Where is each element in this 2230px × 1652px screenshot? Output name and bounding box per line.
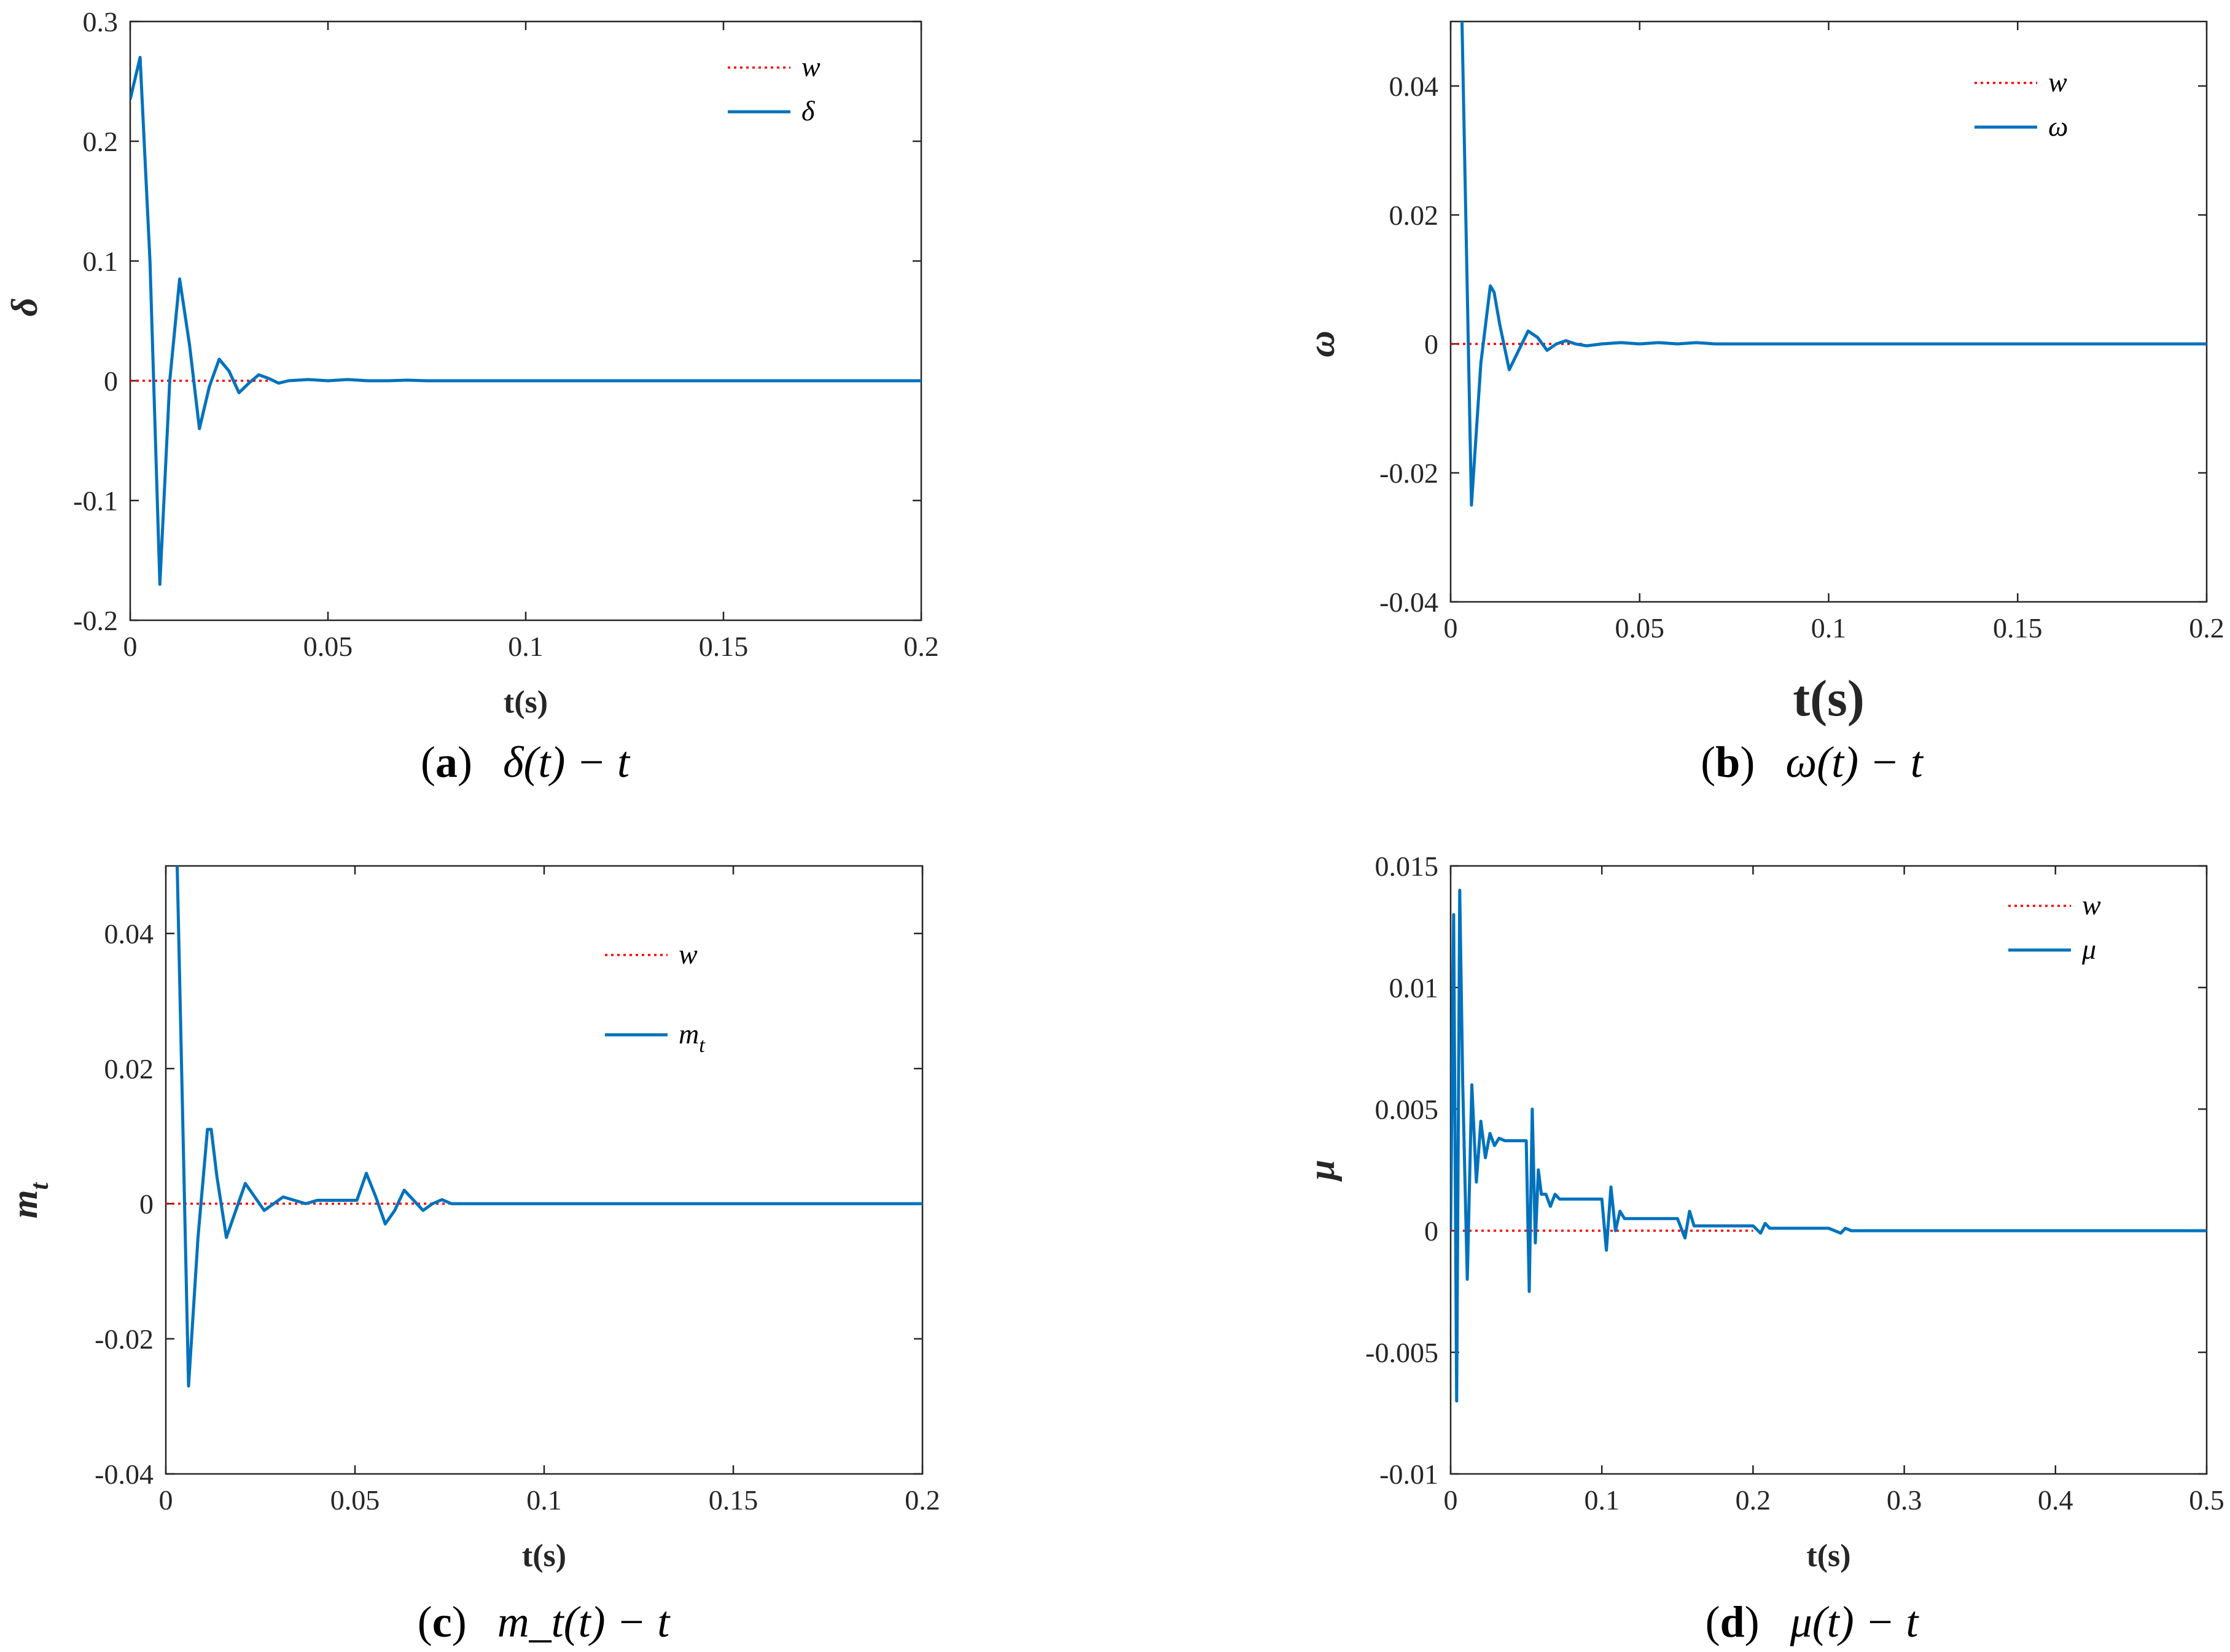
y-tick-label: 0 — [1424, 1215, 1438, 1247]
x-tick-label: 0.15 — [1993, 612, 2043, 644]
x-tick-label: 0.5 — [2189, 1484, 2224, 1516]
legend-label: w — [801, 51, 821, 82]
x-axis-label: t(s) — [504, 685, 548, 720]
y-tick-label: -0.04 — [95, 1459, 154, 1490]
y-tick-label: 0.015 — [1375, 851, 1439, 882]
x-tick-label: 0.15 — [709, 1484, 758, 1516]
x-tick-label: 0.2 — [905, 1484, 940, 1516]
x-tick-label: 0 — [159, 1484, 173, 1516]
y-tick-label: 0.02 — [1389, 200, 1439, 231]
y-axis-label: μ — [1301, 1159, 1342, 1182]
x-tick-label: 0.1 — [526, 1484, 562, 1516]
series-line-μ — [1451, 889, 2207, 1403]
x-axis-label: t(s) — [1806, 1538, 1850, 1573]
legend-label: w — [2082, 889, 2101, 921]
legend-label: w — [679, 938, 698, 970]
legend-label: w — [2048, 66, 2067, 98]
x-tick-label: 0.15 — [699, 631, 749, 662]
x-tick-label: 0 — [123, 631, 138, 662]
legend: wδ — [728, 51, 821, 127]
x-tick-label: 0.1 — [508, 631, 544, 662]
y-tick-label: 0.1 — [83, 246, 119, 277]
x-axis-label: t(s) — [1793, 670, 1865, 727]
series-line-ω — [1460, 21, 2207, 507]
subfigure-caption: (a) δ(t) − t — [421, 738, 631, 787]
x-tick-label: 0.2 — [1736, 1484, 1771, 1516]
subfigure-caption: (d) μ(t) − t — [1706, 1597, 1920, 1646]
y-tick-label: 0.02 — [104, 1053, 154, 1085]
x-axis-label: t(s) — [522, 1538, 566, 1573]
y-tick-label: -0.01 — [1379, 1459, 1438, 1490]
y-tick-label: 0.3 — [83, 6, 119, 37]
y-tick-label: 0 — [104, 365, 118, 397]
y-tick-label: 0.01 — [1389, 972, 1439, 1003]
y-tick-label: -0.02 — [1379, 458, 1438, 489]
y-axis-label: mt — [4, 1182, 54, 1219]
y-tick-label: 0 — [1424, 329, 1438, 360]
legend: w mt — [605, 938, 706, 1057]
y-tick-label: 0.2 — [83, 126, 119, 157]
legend: wμ — [2008, 889, 2101, 965]
legend-label: μ — [2081, 933, 2096, 965]
x-tick-label: 0.3 — [1887, 1484, 1922, 1516]
plot-area — [1449, 20, 2208, 603]
chart-c: 0 0.05 0.1 0.15 0.2 -0.04 -0.02 0 0.02 0.04 t(s) mt… — [4, 865, 940, 1646]
legend-label: mt — [679, 1018, 706, 1057]
x-tick-label: 0.2 — [2189, 612, 2224, 644]
chart-a: 0 0.05 0.1 0.15 0.2-0.2-0.100.10.20.3t(s)δwδ… — [4, 6, 939, 787]
x-tick-label: 0.05 — [330, 1484, 380, 1516]
y-tick-label: -0.2 — [73, 605, 118, 636]
y-axis-label: ω — [1301, 330, 1342, 357]
y-tick-label: -0.02 — [95, 1323, 154, 1355]
chart-b: 0 0.05 0.1 0.15 0.2-0.04-0.0200.020.04t(s)ωw… — [1301, 20, 2224, 787]
y-tick-label: 0.04 — [1389, 71, 1439, 102]
x-tick-label: 0.05 — [303, 631, 353, 662]
y-tick-label: 0.005 — [1375, 1094, 1439, 1125]
x-tick-label: 0 — [1444, 1484, 1458, 1516]
legend: wω — [1975, 66, 2068, 142]
plot-area — [165, 865, 924, 1475]
subfigure-caption: (b) ω(t) − t — [1701, 738, 1924, 787]
x-tick-label: 0.05 — [1615, 612, 1665, 644]
series-line-mt — [176, 866, 922, 1388]
x-tick-label: 0 — [1444, 612, 1458, 644]
series-line-δ — [130, 56, 921, 586]
legend-label: δ — [801, 95, 815, 127]
chart-d: 0 0.1 0.2 0.3 0.4 0.5 -0.01 -0.005 0 0.005 0.01 0.0… — [1301, 851, 2224, 1646]
y-axis-label: δ — [4, 298, 45, 317]
y-tick-label: -0.005 — [1365, 1337, 1438, 1368]
y-tick-label: -0.04 — [1379, 586, 1438, 618]
y-tick-label: 0.04 — [104, 918, 154, 949]
y-tick-label: -0.1 — [73, 485, 118, 516]
x-tick-label: 0.4 — [2038, 1484, 2073, 1516]
y-tick-label: 0 — [139, 1188, 154, 1220]
x-tick-label: 0.1 — [1584, 1484, 1620, 1516]
subfigure-caption: (c) m_t(t) − t — [418, 1597, 671, 1646]
x-tick-label: 0.1 — [1811, 612, 1847, 644]
x-tick-label: 0.2 — [903, 631, 939, 662]
legend-label: ω — [2048, 111, 2068, 142]
